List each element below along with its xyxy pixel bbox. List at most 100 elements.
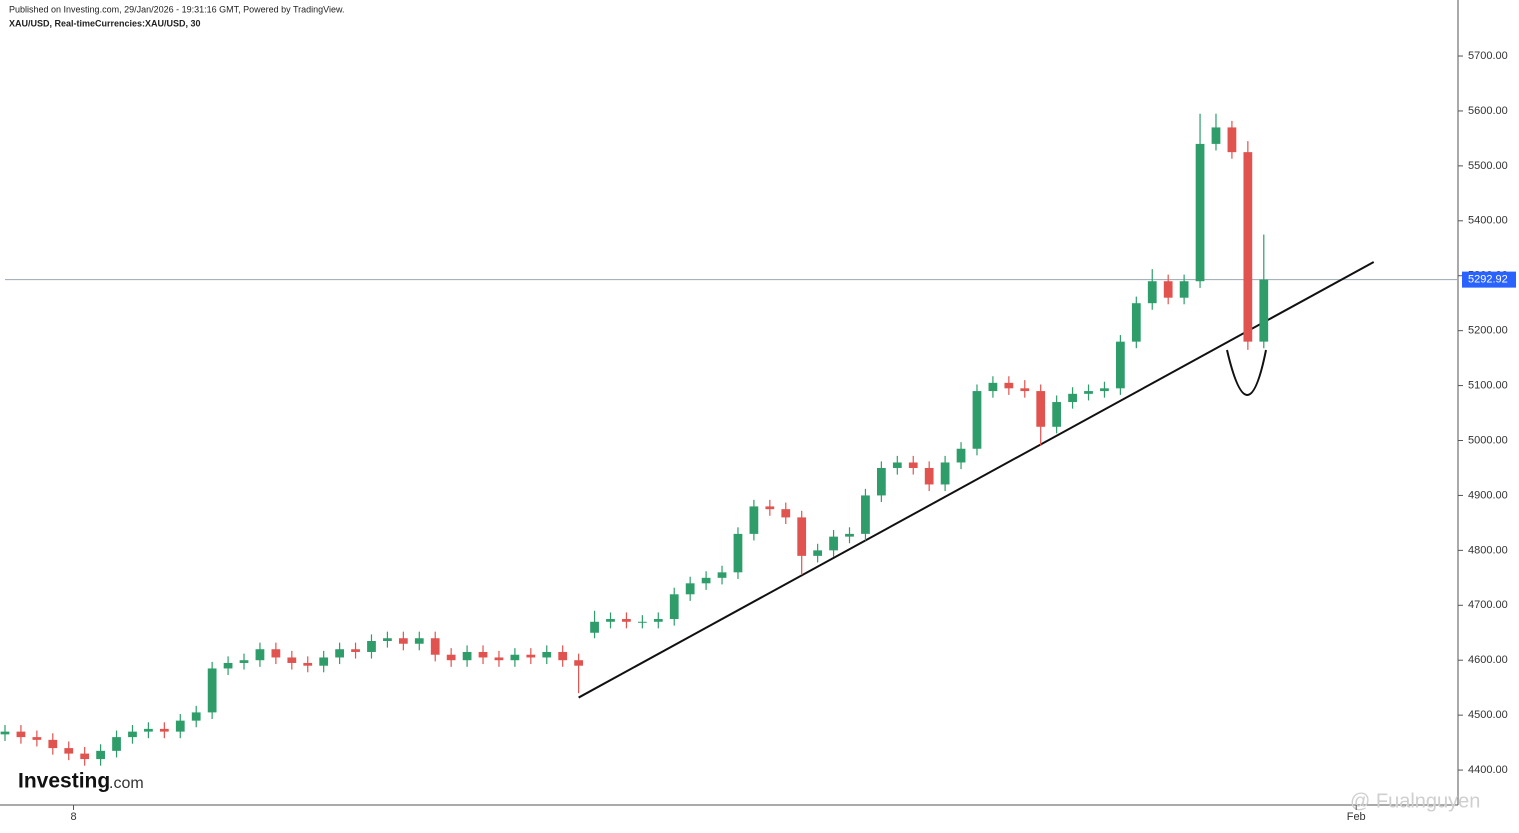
y-tick-label: 5200.00 [1468, 325, 1508, 337]
candle-body [526, 654, 536, 658]
watermark: @ Fualnguyen [1350, 790, 1480, 812]
candle-body [813, 550, 823, 556]
candle-body [781, 509, 791, 518]
y-tick-label: 4900.00 [1468, 489, 1508, 501]
y-tick-label: 4600.00 [1468, 654, 1508, 666]
candle-body [1116, 341, 1125, 389]
y-tick-label: 5000.00 [1468, 434, 1508, 446]
candle-body [446, 654, 456, 661]
candle-body [144, 728, 153, 732]
candle-body [494, 657, 504, 661]
y-tick-label: 5600.00 [1468, 105, 1508, 117]
candle-body [558, 651, 568, 661]
candle-body [1227, 127, 1237, 153]
candle-body [717, 572, 727, 578]
candle-body [414, 638, 424, 644]
candle-body [1211, 127, 1221, 144]
candle-body [112, 737, 121, 751]
candle-body [96, 750, 105, 760]
candle-body [16, 731, 26, 738]
candle-body [398, 638, 408, 644]
candle-body [956, 448, 966, 463]
chart-subtitle: XAU/USD, Real-timeCurrencies:XAU/USD, 30 [9, 18, 201, 28]
candle-body [653, 619, 663, 622]
candle-body [287, 657, 297, 663]
y-tick-label: 4400.00 [1468, 764, 1508, 776]
candle-body [765, 506, 775, 510]
candle-body [64, 748, 74, 754]
candle-body [255, 649, 265, 661]
candle-body [510, 654, 520, 661]
candle-body [892, 462, 902, 468]
trendline [578, 261, 1375, 699]
candle-body [701, 577, 711, 584]
candle-body [1004, 382, 1014, 389]
candle-body [1100, 388, 1109, 392]
candle-body [1131, 303, 1141, 342]
candle-body [383, 638, 392, 641]
candle-body [988, 382, 998, 392]
candle-body [637, 621, 647, 623]
candle-body [669, 594, 679, 620]
candle-body [861, 495, 870, 534]
candle-body [749, 506, 759, 534]
candle-body [1243, 152, 1253, 342]
y-tick-label: 5400.00 [1468, 215, 1508, 227]
y-tick-label: 4700.00 [1468, 599, 1508, 611]
candle-body [876, 467, 886, 496]
candle-body [0, 731, 10, 735]
candle-body [367, 640, 376, 652]
candle-body [590, 621, 599, 633]
candle-body [1068, 393, 1077, 403]
candle-body [908, 462, 918, 468]
candle-body [622, 619, 631, 622]
last-price-box [1462, 271, 1516, 288]
logo: Investing [18, 770, 110, 793]
candle-body [1036, 391, 1046, 427]
candle-body [972, 391, 982, 449]
candle-body [462, 651, 472, 661]
candle-body [175, 720, 185, 732]
candle-body [80, 753, 90, 760]
candle-body [1179, 281, 1189, 298]
candle-body [207, 668, 217, 713]
candle-body [829, 536, 838, 551]
candle-body [48, 739, 58, 749]
candle-body [351, 649, 360, 652]
candle-body [32, 737, 42, 740]
candle-body [1195, 143, 1205, 282]
candle-body [845, 533, 854, 537]
y-tick-label: 5100.00 [1468, 379, 1508, 391]
candle-body [128, 731, 137, 738]
candle-body [335, 649, 344, 658]
candle-body [797, 517, 807, 556]
x-tick-label: Feb [1347, 811, 1366, 823]
candle-body [574, 660, 584, 666]
y-tick-label: 5700.00 [1468, 50, 1508, 62]
last-price-label: 5292.92 [1468, 274, 1508, 286]
candle-body [1147, 281, 1157, 304]
candle-body [430, 638, 440, 655]
candle-body [542, 651, 552, 658]
candle-body [159, 728, 169, 732]
candle-body [191, 712, 201, 721]
candle-body [1020, 388, 1030, 392]
y-tick-label: 4500.00 [1468, 709, 1508, 721]
candle-body [685, 583, 695, 595]
candle-body [303, 662, 313, 666]
candle-body [733, 533, 743, 573]
candle-body [319, 657, 329, 666]
candle-body [271, 649, 281, 658]
annotation-arc [1226, 349, 1267, 396]
candle-body [1259, 279, 1269, 342]
candle-body [924, 467, 934, 485]
candle-body [1052, 402, 1062, 427]
candle-body [1163, 281, 1173, 298]
x-tick-label: 8 [70, 811, 76, 823]
logo-suffix: .com [109, 775, 144, 792]
candle-body [223, 662, 233, 669]
candle-body [239, 660, 249, 663]
candle-body [606, 619, 615, 622]
